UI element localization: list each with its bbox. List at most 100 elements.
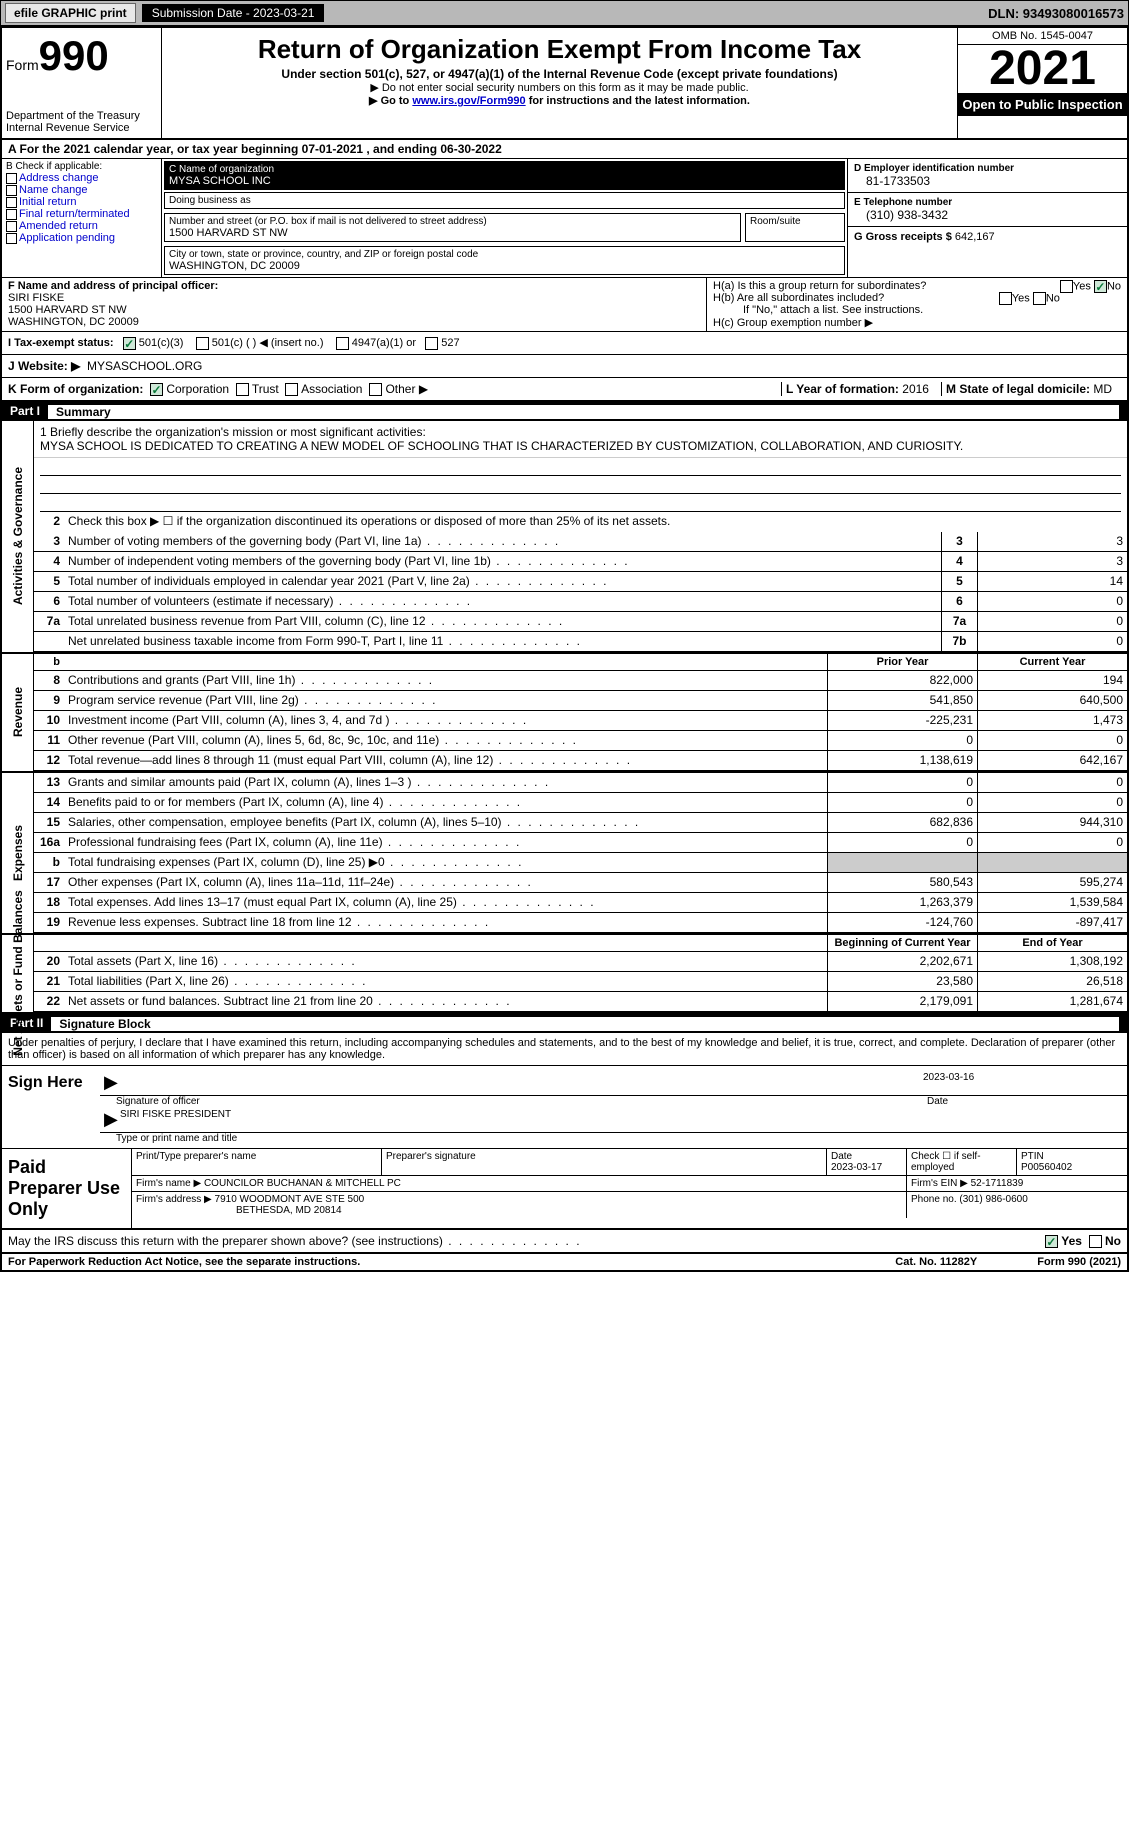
firm-ein: 52-1711839 [971, 1178, 1024, 1189]
chk-initial[interactable] [6, 197, 17, 208]
hb-yes[interactable] [999, 292, 1012, 305]
prep-date: 2023-03-17 [831, 1162, 882, 1173]
data-row: b Total fundraising expenses (Part IX, c… [34, 853, 1127, 873]
arrow-icon: ▶ [104, 1072, 120, 1093]
chk-assoc[interactable] [285, 383, 298, 396]
chk-corp[interactable] [150, 383, 163, 396]
chk-501c[interactable] [196, 337, 209, 350]
officer-city: WASHINGTON, DC 20009 [8, 316, 139, 328]
efile-print-button[interactable]: efile GRAPHIC print [5, 3, 136, 23]
firm-name: COUNCILOR BUCHANAN & MITCHELL PC [204, 1178, 401, 1189]
page-footer: For Paperwork Reduction Act Notice, see … [2, 1254, 1127, 1270]
data-row: 16a Professional fundraising fees (Part … [34, 833, 1127, 853]
paperwork-notice: For Paperwork Reduction Act Notice, see … [8, 1256, 360, 1268]
officer-street: 1500 HARVARD ST NW [8, 304, 127, 316]
prior-year-hdr: Prior Year [827, 654, 977, 670]
goto-post: for instructions and the latest informat… [526, 95, 750, 107]
chk-501c3[interactable] [123, 337, 136, 350]
website-label: J Website: ▶ [8, 359, 80, 373]
sign-date: 2023-03-16 [923, 1072, 1123, 1093]
ptin-value: P00560402 [1021, 1162, 1072, 1173]
data-row: 8 Contributions and grants (Part VIII, l… [34, 671, 1127, 691]
ein-label: D Employer identification number [854, 163, 1121, 174]
self-emp-check: Check ☐ if self-employed [907, 1149, 1017, 1175]
form-title: Return of Organization Exempt From Incom… [168, 34, 951, 65]
ha-label: H(a) Is this a group return for subordin… [713, 280, 926, 292]
open-inspection: Open to Public Inspection [958, 93, 1127, 116]
paid-preparer-label: Paid Preparer Use Only [2, 1149, 132, 1228]
signature-intro: Under penalties of perjury, I declare th… [2, 1033, 1127, 1066]
row-k: K Form of organization: Corporation Trus… [2, 378, 1127, 402]
officer-print-name: SIRI FISKE PRESIDENT [120, 1109, 231, 1130]
prep-sig-hdr: Preparer's signature [382, 1149, 827, 1175]
domicile-label: M State of legal domicile: [946, 382, 1090, 396]
ein-value: 81-1733503 [854, 174, 1121, 188]
hb-no[interactable] [1033, 292, 1046, 305]
chk-other[interactable] [369, 383, 382, 396]
firm-phone-label: Phone no. [911, 1194, 957, 1205]
current-year-hdr: Current Year [977, 654, 1127, 670]
sign-here-label: Sign Here [2, 1066, 92, 1148]
form-header: Form990 Department of the Treasury Inter… [2, 28, 1127, 140]
form-subtitle: Under section 501(c), 527, or 4947(a)(1)… [168, 67, 951, 81]
chk-address[interactable] [6, 173, 17, 184]
top-toolbar: efile GRAPHIC print Submission Date - 20… [0, 0, 1129, 26]
chk-4947[interactable] [336, 337, 349, 350]
box-f: F Name and address of principal officer:… [2, 278, 707, 331]
firm-addr-label: Firm's address ▶ [136, 1194, 212, 1205]
firm-name-label: Firm's name ▶ [136, 1178, 201, 1189]
street-value: 1500 HARVARD ST NW [169, 227, 288, 239]
row-i: I Tax-exempt status: 501(c)(3) 501(c) ( … [2, 332, 1127, 355]
blank-line [40, 494, 1121, 512]
box-b-title: B Check if applicable: [6, 161, 157, 172]
chk-name[interactable] [6, 185, 17, 196]
data-row: 17 Other expenses (Part IX, column (A), … [34, 873, 1127, 893]
chk-527[interactable] [425, 337, 438, 350]
discuss-no[interactable] [1089, 1235, 1102, 1248]
chk-pending[interactable] [6, 233, 17, 244]
submission-date: Submission Date - 2023-03-21 [142, 4, 325, 22]
chk-amended[interactable] [6, 221, 17, 232]
room-suite: Room/suite [745, 213, 845, 242]
firm-phone: (301) 986-0600 [959, 1194, 1027, 1205]
receipts-value: 642,167 [955, 231, 995, 243]
dept-treasury: Department of the Treasury [6, 110, 157, 122]
row-a-period: A For the 2021 calendar year, or tax yea… [2, 140, 1127, 159]
year-formation-label: L Year of formation: [786, 382, 899, 396]
date-label: Date [927, 1096, 1127, 1107]
box-h: H(a) Is this a group return for subordin… [707, 278, 1127, 331]
ha-no[interactable] [1094, 280, 1107, 293]
data-row: 22 Net assets or fund balances. Subtract… [34, 992, 1127, 1012]
irs-label: Internal Revenue Service [6, 122, 157, 134]
box-deg: D Employer identification number81-17335… [847, 159, 1127, 277]
street-label: Number and street (or P.O. box if mail i… [169, 216, 487, 227]
cat-no: Cat. No. 11282Y [895, 1256, 977, 1268]
data-row: 13 Grants and similar amounts paid (Part… [34, 773, 1127, 793]
form-org-label: K Form of organization: [8, 382, 143, 396]
ssn-warning: ▶ Do not enter social security numbers o… [168, 81, 951, 94]
data-row: 11 Other revenue (Part VIII, column (A),… [34, 731, 1127, 751]
city-value: WASHINGTON, DC 20009 [169, 260, 300, 272]
box-b: B Check if applicable: Address change Na… [2, 159, 162, 277]
gov-row: 3 Number of voting members of the govern… [34, 532, 1127, 552]
gov-row: 5 Total number of individuals employed i… [34, 572, 1127, 592]
end-year-hdr: End of Year [977, 935, 1127, 951]
mission-lead: 1 Briefly describe the organization's mi… [40, 425, 1121, 439]
row-j: J Website: ▶ MYSASCHOOL.ORG [2, 355, 1127, 378]
ha-yes[interactable] [1060, 280, 1073, 293]
tax-year: 2021 [958, 45, 1127, 93]
print-name-label: Type or print name and title [116, 1133, 1127, 1144]
chk-final[interactable] [6, 209, 17, 220]
irs-link[interactable]: www.irs.gov/Form990 [412, 95, 525, 107]
chk-trust[interactable] [236, 383, 249, 396]
sign-here-block: Sign Here ▶2023-03-16 Signature of offic… [2, 1066, 1127, 1149]
part-1-header: Part ISummary [2, 402, 1127, 421]
discuss-yes[interactable] [1045, 1235, 1058, 1248]
gov-row: 7a Total unrelated business revenue from… [34, 612, 1127, 632]
org-name-label: C Name of organization [169, 164, 274, 175]
mission-block: 1 Briefly describe the organization's mi… [34, 421, 1127, 458]
line-2: Check this box ▶ ☐ if the organization d… [64, 512, 1127, 532]
data-row: 9 Program service revenue (Part VIII, li… [34, 691, 1127, 711]
data-row: 20 Total assets (Part X, line 16) 2,202,… [34, 952, 1127, 972]
gov-row: Net unrelated business taxable income fr… [34, 632, 1127, 652]
